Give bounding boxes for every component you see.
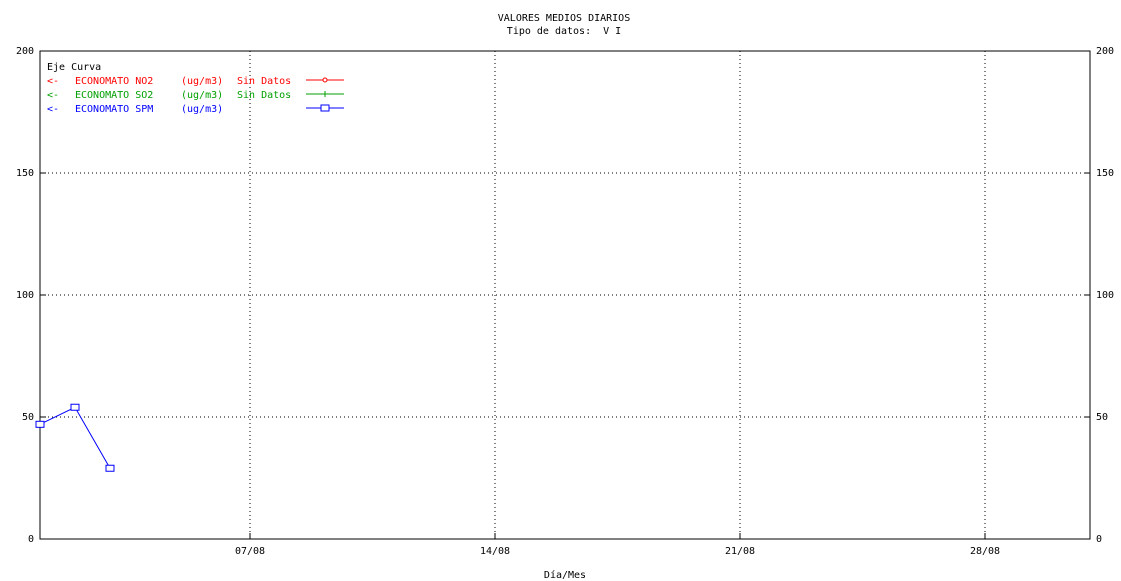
y-axis-left: 0 50 100 150 200 [16, 46, 46, 545]
legend-axis: <- [47, 90, 59, 101]
x-axis: 07/08 14/08 21/08 28/08 [235, 533, 1000, 557]
data-point [322, 77, 328, 83]
y2-tick-label: 50 [1096, 412, 1108, 423]
legend-header: Eje Curva [47, 62, 101, 73]
series-lines [35, 403, 115, 472]
y-tick-label: 150 [16, 168, 34, 179]
y2-tick-label: 0 [1096, 534, 1102, 545]
legend-unit: (ug/m3) [181, 90, 223, 101]
data-point [105, 464, 115, 472]
y2-tick-label: 200 [1096, 46, 1114, 57]
legend-series-name: ECONOMATO NO2 [75, 76, 153, 87]
data-point [320, 104, 330, 112]
series-line-economato-spm [39, 406, 111, 469]
legend-note: Sin Datos [237, 76, 291, 87]
x-tick-label: 07/08 [235, 546, 265, 557]
legend: Eje Curva <- ECONOMATO NO2 (ug/m3) Sin Dato… [47, 62, 344, 115]
x-tick-label: 14/08 [480, 546, 510, 557]
y-axis-right: 0 50 100 150 200 [1084, 46, 1114, 545]
legend-series-name: ECONOMATO SO2 [75, 90, 153, 101]
y-tick-label: 50 [22, 412, 34, 423]
data-point [35, 420, 45, 428]
chart-title: VALORES MEDIOS DIARIOS [498, 13, 630, 24]
y2-tick-label: 150 [1096, 168, 1114, 179]
legend-unit: (ug/m3) [181, 76, 223, 87]
legend-axis: <- [47, 76, 59, 87]
x-tick-label: 21/08 [725, 546, 755, 557]
y-tick-label: 0 [28, 534, 34, 545]
legend-axis: <- [47, 104, 59, 115]
data-point [70, 403, 80, 411]
legend-note: Sin Datos [237, 90, 291, 101]
y-tick-label: 100 [16, 290, 34, 301]
y-tick-label: 200 [16, 46, 34, 57]
x-tick-label: 28/08 [970, 546, 1000, 557]
chart-subtitle: Tipo de datos: V I [507, 26, 621, 37]
grid-lines [40, 51, 1090, 539]
legend-unit: (ug/m3) [181, 104, 223, 115]
legend-series-name: ECONOMATO SPM [75, 104, 153, 115]
y2-tick-label: 100 [1096, 290, 1114, 301]
x-axis-label: Día/Mes [544, 569, 586, 581]
